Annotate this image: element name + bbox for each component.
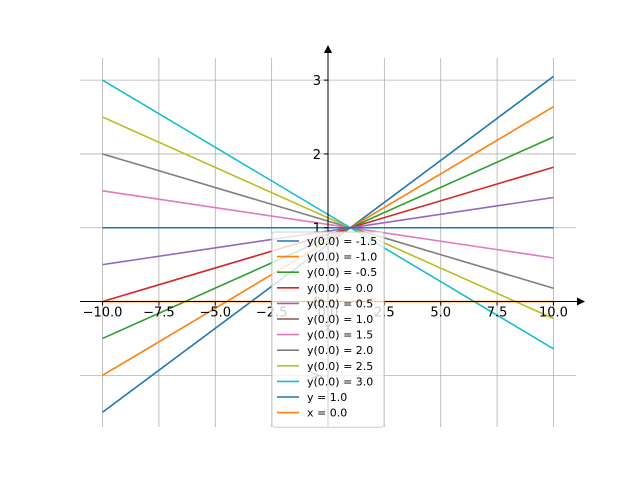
legend-label: y(0.0) = -1.0: [307, 251, 377, 264]
x-tick-label: −10.0: [83, 306, 123, 321]
x-tick-label: 5.0: [430, 306, 451, 321]
legend-box: [271, 231, 385, 428]
legend-label: y(0.0) = 2.5: [307, 360, 373, 373]
legend-label: y(0.0) = 0.0: [307, 282, 373, 295]
legend-label: y(0.0) = -1.5: [307, 235, 377, 248]
x-tick-label: 10.0: [539, 306, 568, 321]
legend-label: y(0.0) = -0.5: [307, 266, 377, 279]
legend-label: y(0.0) = 1.5: [307, 329, 373, 342]
legend: y(0.0) = -1.5 y(0.0) = -1.0 y(0.0) = -0.5 y…: [271, 231, 385, 428]
y-tick-label: 3: [313, 74, 321, 89]
legend-label: y(0.0) = 1.0: [307, 313, 373, 326]
x-tick-label: −5.0: [199, 306, 231, 321]
x-tick-label: −7.5: [143, 306, 175, 321]
legend-label: y(0.0) = 3.0: [307, 375, 373, 388]
y-tick-label: 2: [313, 148, 321, 163]
x-axis-arrow: [577, 297, 585, 306]
legend-label: x = 0.0: [307, 407, 347, 420]
legend-label: y(0.0) = 2.0: [307, 344, 373, 357]
x-tick-label: 7.5: [487, 306, 508, 321]
y-axis-arrow: [324, 45, 332, 53]
legend-label: y(0.0) = 0.5: [307, 297, 373, 310]
legend-label: y = 1.0: [307, 391, 347, 404]
y-tick-label: 1: [313, 222, 321, 237]
